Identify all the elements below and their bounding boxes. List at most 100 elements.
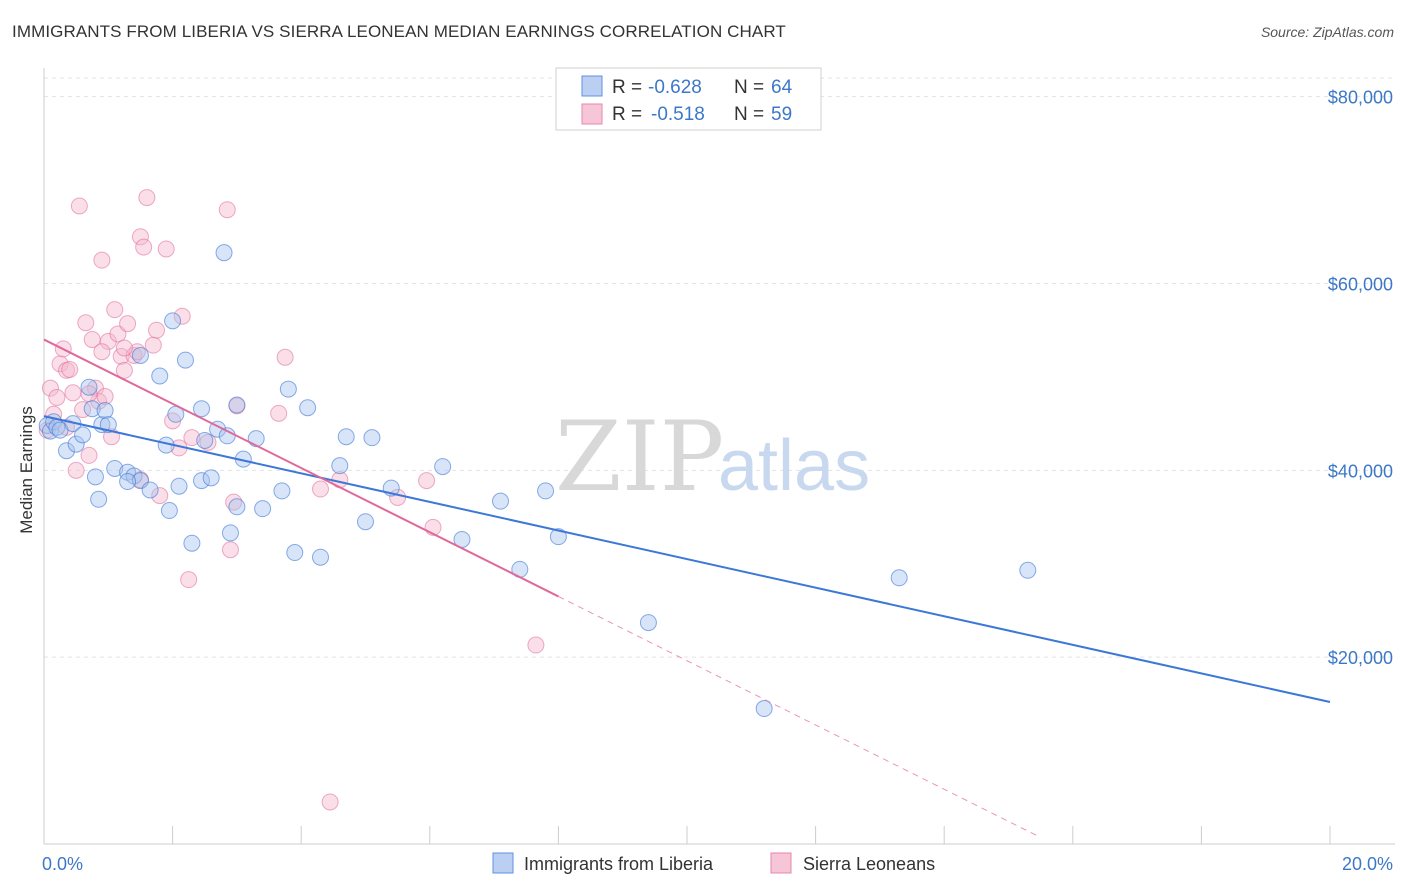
point-liberia-43 xyxy=(279,380,297,398)
point-sierra-leoneans-34 xyxy=(151,487,169,505)
series-immigrants-from-liberia xyxy=(38,244,1037,718)
point-sierra-leoneans-24 xyxy=(115,361,133,379)
point-liberia-16 xyxy=(106,459,124,477)
axes xyxy=(43,68,1395,845)
point-liberia-54 xyxy=(492,492,510,510)
y-axis-label: Median Earnings xyxy=(17,406,36,534)
series-legend: Immigrants from Liberia Sierra Leoneans xyxy=(492,852,935,874)
point-liberia-22 xyxy=(151,367,169,385)
trend-lines xyxy=(43,338,1331,838)
grid-lines xyxy=(44,77,1395,658)
point-liberia-24 xyxy=(160,502,178,520)
point-sierra-leoneans-45 xyxy=(270,404,288,422)
point-sierra-leoneans-47 xyxy=(311,480,329,498)
legend-n-value-1: 64 xyxy=(771,77,793,98)
bottom-legend-swatch-pink xyxy=(770,852,792,874)
x-tick-label-1: 20.0% xyxy=(1342,854,1393,874)
point-liberia-25 xyxy=(164,312,182,330)
point-liberia-5 xyxy=(58,442,76,460)
point-sierra-leoneans-8 xyxy=(64,384,82,402)
point-liberia-52 xyxy=(434,458,452,476)
point-sierra-leoneans-30 xyxy=(135,238,153,256)
bottom-legend-series2: Sierra Leoneans xyxy=(803,854,935,874)
point-liberia-45 xyxy=(299,399,317,417)
point-liberia-10 xyxy=(83,400,101,418)
y-tick-label-1: $40,000 xyxy=(1328,461,1393,481)
legend-swatch-blue xyxy=(581,75,603,97)
point-liberia-47 xyxy=(331,457,349,475)
point-sierra-leoneans-43 xyxy=(225,493,243,511)
point-sierra-leoneans-10 xyxy=(70,197,88,215)
point-liberia-40 xyxy=(247,430,265,448)
point-sierra-leoneans-12 xyxy=(77,314,95,332)
point-sierra-leoneans-3 xyxy=(48,388,66,406)
point-sierra-leoneans-7 xyxy=(61,360,79,378)
point-liberia-20 xyxy=(131,346,149,364)
point-liberia-58 xyxy=(639,614,657,632)
y-tick-labels: $20,000 $40,000 $60,000 $80,000 xyxy=(1328,88,1393,668)
point-sierra-leoneans-46 xyxy=(276,348,294,366)
point-liberia-9 xyxy=(80,378,98,396)
point-sierra-leoneans-18 xyxy=(96,388,114,406)
trend-line-sierra-leoneans xyxy=(43,338,559,598)
point-liberia-8 xyxy=(74,426,92,444)
point-liberia-38 xyxy=(228,498,246,516)
point-sierra-leoneans-31 xyxy=(138,189,156,207)
legend-r-value-1: -0.628 xyxy=(648,77,702,98)
point-liberia-56 xyxy=(537,482,555,500)
point-liberia-36 xyxy=(221,524,239,542)
point-liberia-50 xyxy=(357,513,374,531)
point-sierra-leoneans-35 xyxy=(157,240,175,258)
point-sierra-leoneans-41 xyxy=(218,201,236,219)
trend-line-sierra-leoneans-extrapolated xyxy=(558,596,1041,838)
point-sierra-leoneans-25 xyxy=(119,315,137,333)
point-liberia-48 xyxy=(337,428,355,446)
point-sierra-leoneans-53 xyxy=(527,636,545,654)
point-sierra-leoneans-42 xyxy=(221,541,239,559)
series-sierra-leoneans xyxy=(38,189,545,811)
point-sierra-leoneans-33 xyxy=(148,321,166,339)
x-tick-labels: 0.0% 20.0% xyxy=(42,854,1393,874)
legend-r-label-2: R = xyxy=(612,104,642,125)
correlation-legend: R = -0.628 N = 64 R = -0.518 N = 59 xyxy=(555,67,822,131)
point-liberia-42 xyxy=(273,482,291,500)
point-liberia-46 xyxy=(311,548,329,566)
point-sierra-leoneans-38 xyxy=(173,307,191,325)
point-liberia-29 xyxy=(183,534,201,552)
watermark-atlas: atlas xyxy=(718,426,870,506)
source-label: Source: ZipAtlas.com xyxy=(1260,24,1394,40)
point-sierra-leoneans-1 xyxy=(41,379,59,397)
point-liberia-59 xyxy=(755,700,773,718)
point-liberia-49 xyxy=(363,429,381,447)
legend-r-value-2: -0.518 xyxy=(651,104,705,125)
point-sierra-leoneans-21 xyxy=(106,301,124,319)
point-sierra-leoneans-13 xyxy=(80,446,98,464)
point-liberia-28 xyxy=(176,351,194,369)
point-liberia-41 xyxy=(254,500,272,518)
point-liberia-7 xyxy=(67,435,85,453)
point-sierra-leoneans-17 xyxy=(93,251,111,269)
bottom-legend-series1: Immigrants from Liberia xyxy=(524,854,714,874)
point-liberia-30 xyxy=(193,472,211,490)
point-sierra-leoneans-29 xyxy=(131,228,149,246)
point-liberia-34 xyxy=(215,244,233,262)
watermark: ZIP atlas xyxy=(555,401,870,513)
point-sierra-leoneans-56 xyxy=(183,429,201,447)
legend-swatch-pink xyxy=(581,103,603,125)
point-liberia-62 xyxy=(193,400,211,418)
point-sierra-leoneans-55 xyxy=(93,343,111,361)
point-liberia-60 xyxy=(890,569,908,587)
point-sierra-leoneans-51 xyxy=(418,472,436,490)
point-liberia-31 xyxy=(196,431,214,449)
point-sierra-leoneans-54 xyxy=(115,339,133,357)
point-liberia-32 xyxy=(202,469,220,487)
point-liberia-57 xyxy=(549,528,567,546)
y-tick-label-2: $60,000 xyxy=(1328,275,1393,295)
point-liberia-63 xyxy=(119,473,137,491)
point-liberia-37 xyxy=(228,396,246,414)
legend-r-label-1: R = xyxy=(612,77,642,98)
point-liberia-44 xyxy=(286,544,304,562)
legend-n-value-2: 59 xyxy=(771,104,792,125)
point-liberia-14 xyxy=(96,402,114,420)
